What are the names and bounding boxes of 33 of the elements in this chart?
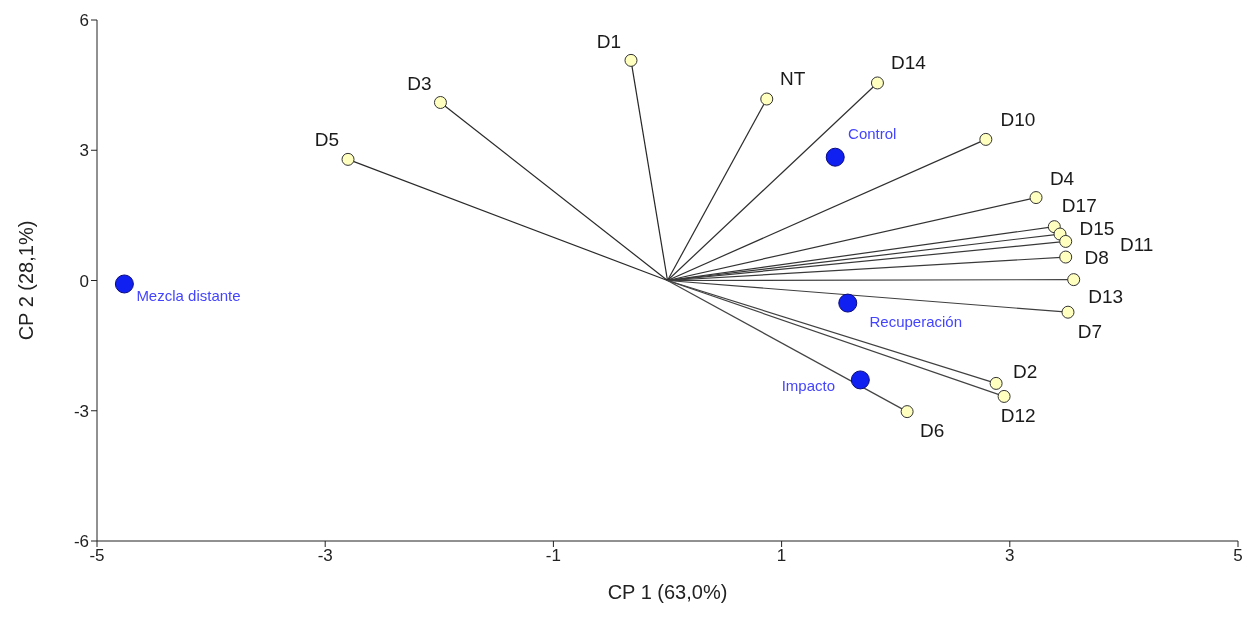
x-tick-label: 3 (1005, 546, 1015, 566)
annotation: Mezcla distante (136, 287, 241, 305)
y-tick-label: -6 (73, 532, 89, 552)
x-axis-title: CP 1 (63,0%) (607, 581, 728, 603)
annotation: Impacto (781, 377, 836, 395)
annotation: D6 (919, 420, 945, 442)
x-tick-label: -1 (545, 546, 561, 566)
annotation: D15 (1079, 217, 1115, 239)
y-axis-title: CP 2 (28,1%) (15, 220, 38, 341)
y-tick-label: -3 (73, 401, 89, 421)
annotation: D12 (1000, 404, 1036, 426)
annotation: Control (848, 124, 897, 142)
annotation: D13 (1088, 286, 1124, 308)
annotation: D2 (1012, 360, 1038, 382)
annotation: D8 (1084, 246, 1109, 268)
y-tick-label: 3 (79, 141, 89, 161)
x-tick-label: 5 (1233, 546, 1243, 566)
annotation: D5 (314, 128, 340, 150)
y-tick-label: 6 (79, 11, 89, 31)
annotation: D11 (1119, 233, 1154, 255)
annotation: D10 (1000, 108, 1036, 130)
annotation: D4 (1049, 168, 1075, 190)
annotation: NT (780, 67, 806, 89)
annotation: D17 (1061, 195, 1097, 217)
annotation: D14 (891, 52, 927, 74)
annotation: D1 (596, 30, 622, 52)
x-tick-label: 1 (776, 546, 787, 566)
x-tick-label: -5 (89, 546, 105, 566)
y-tick-label: 0 (79, 271, 89, 291)
annotation: Recuperación (869, 312, 963, 330)
annotation: D7 (1077, 320, 1103, 342)
annotation: D3 (407, 72, 432, 94)
x-tick-label: -3 (317, 546, 333, 566)
